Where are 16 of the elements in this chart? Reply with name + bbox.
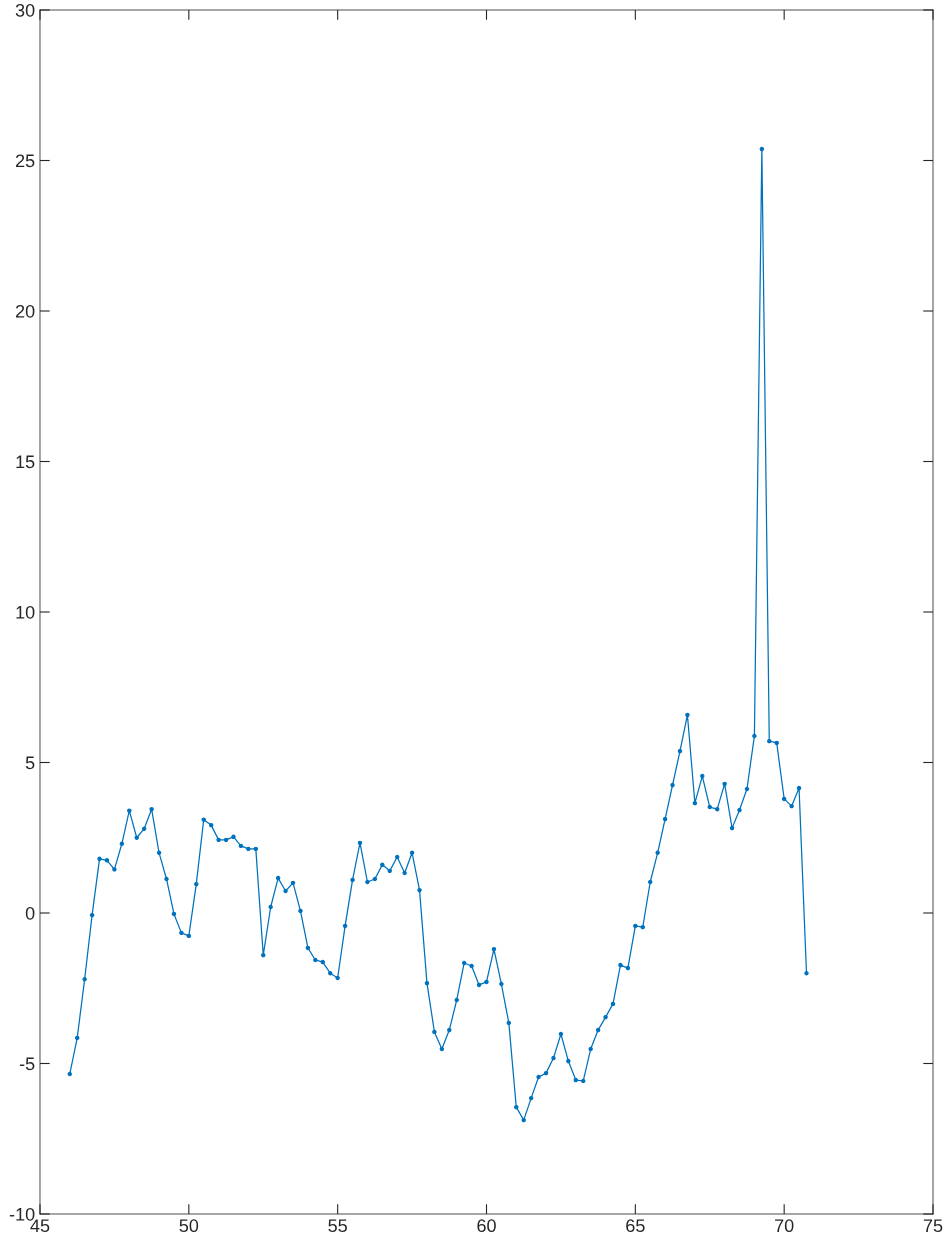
y-tick-label: 30 [15, 3, 35, 17]
x-tick-label: 50 [179, 1219, 199, 1233]
x-tick-label: 60 [477, 1219, 496, 1233]
y-tick-label: 10 [16, 605, 35, 619]
x-tick-label: 65 [626, 1219, 645, 1233]
x-tick-label: 55 [328, 1219, 347, 1233]
y-tick-label: 15 [16, 455, 35, 469]
y-tick-label: -5 [19, 1057, 35, 1071]
x-tick-label: 75 [923, 1219, 943, 1233]
x-tick-label: 45 [30, 1219, 50, 1233]
y-tick-label: 0 [25, 906, 35, 920]
x-tick-label: 70 [775, 1219, 794, 1233]
y-tick-label: 5 [25, 756, 35, 770]
y-tick-label: 25 [15, 154, 35, 168]
y-tick-label: -10 [9, 1207, 35, 1221]
y-tick-label: 20 [15, 304, 35, 318]
